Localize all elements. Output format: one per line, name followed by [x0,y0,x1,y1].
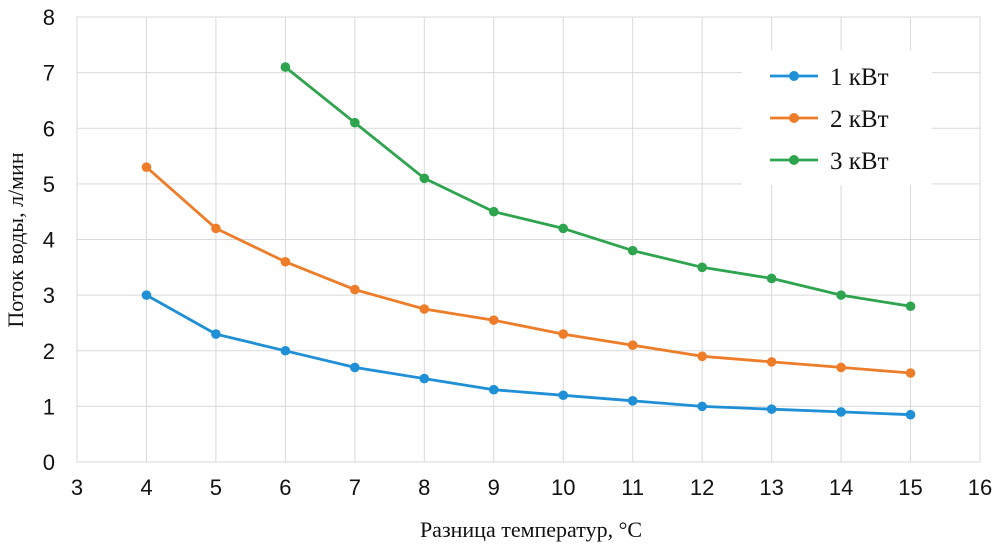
x-tick-label: 14 [829,475,853,500]
y-tick-label: 1 [43,394,55,419]
x-axis-title: Разница температур, °C [420,517,642,542]
data-point [627,245,638,256]
data-point [697,262,707,273]
data-point [627,340,638,350]
y-tick-label: 4 [43,228,55,253]
data-point [836,362,846,373]
data-point [488,315,499,325]
y-axis-title: Поток воды, л/мин [3,152,28,327]
data-point [488,206,499,217]
legend-label: 3 кВт [830,148,889,175]
data-point [905,301,916,312]
data-point [558,329,569,339]
x-tick-label: 8 [418,475,430,500]
data-point [488,384,499,395]
data-point [766,404,777,414]
legend-marker [789,71,799,81]
data-point [280,62,291,72]
data-point [350,284,360,295]
series-group [141,62,916,420]
legend: 1 кВт 2 кВт 3 кВт [742,50,932,185]
y-tick-label: 0 [43,450,55,475]
data-point [697,401,707,412]
y-tick-label: 6 [43,116,55,141]
x-tick-label: 7 [349,475,361,500]
data-point [905,409,916,420]
legend-label: 2 кВт [830,106,889,133]
y-tick-label: 7 [43,61,55,86]
x-tick-label: 10 [551,475,575,500]
data-point [627,396,638,406]
y-tick-label: 2 [43,339,55,364]
data-point [419,173,430,184]
data-point [350,117,360,128]
data-point [141,290,152,300]
x-tick-label: 11 [621,475,644,500]
data-point [419,373,430,384]
x-tick-label: 6 [279,475,291,500]
legend-marker [789,113,799,123]
x-tick-label: 16 [968,475,992,500]
data-point [280,256,291,267]
legend-label: 1 кВт [830,64,889,91]
data-point [766,357,777,367]
data-point [836,290,846,300]
x-tick-label: 5 [210,475,222,500]
series-line [145,293,911,417]
legend-marker [789,155,799,165]
y-tick-label: 3 [43,283,55,308]
data-point [141,162,152,172]
x-tick-label: 12 [690,475,714,500]
series-line [145,166,911,375]
data-point [766,273,777,284]
data-point [211,223,221,234]
x-tick-label: 9 [488,475,500,500]
x-tick-label: 15 [898,475,922,500]
data-point [419,304,430,314]
data-point [905,368,916,378]
x-tick-label: 4 [140,475,152,500]
y-tick-label: 5 [43,172,55,197]
data-point [350,362,360,373]
data-point [836,407,846,417]
x-tick-label: 13 [759,475,783,500]
data-point [558,390,569,401]
series-line [284,66,911,308]
x-tick-label: 3 [71,475,83,500]
data-point [697,351,707,362]
data-point [211,329,221,339]
y-tick-label: 8 [43,5,55,30]
data-point [558,223,569,234]
data-point [280,345,291,356]
